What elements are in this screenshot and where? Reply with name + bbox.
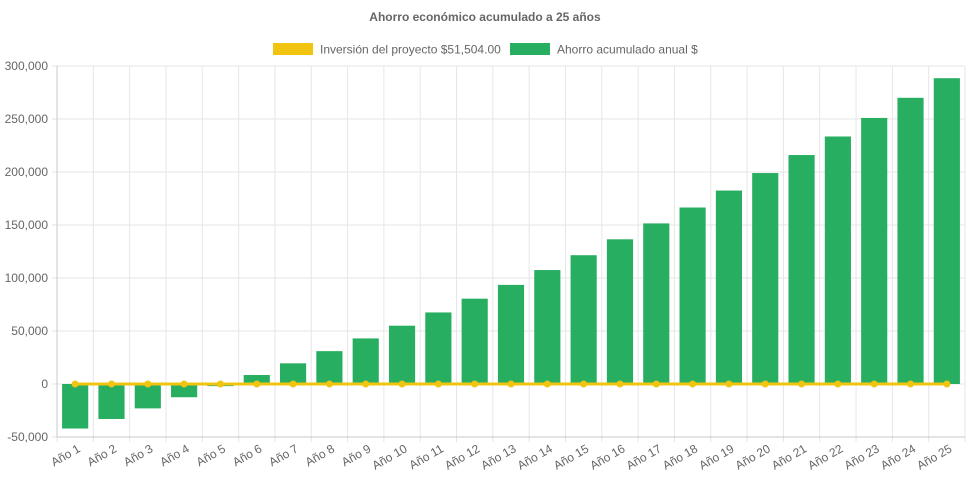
investment-point-8 <box>325 380 333 388</box>
bar-7 <box>280 363 307 384</box>
bar-8 <box>316 351 343 384</box>
x-tick-label: Año 16 <box>588 441 628 472</box>
investment-point-13 <box>507 380 515 388</box>
bar-25 <box>933 78 960 384</box>
x-tick-label: Año 1 <box>49 441 83 469</box>
investment-point-12 <box>471 380 479 388</box>
bar-13 <box>497 284 525 384</box>
bar-20 <box>752 173 779 384</box>
x-tick-label: Año 5 <box>194 441 228 469</box>
x-tick-label: Año 4 <box>157 441 191 469</box>
x-tick-label: Año 7 <box>266 441 300 469</box>
investment-point-1 <box>71 380 79 388</box>
y-tick-label: 150,000 <box>5 218 49 232</box>
legend-label: Inversión del proyecto $51,504.00 <box>320 43 501 57</box>
bar-16 <box>606 239 634 384</box>
investment-point-23 <box>870 380 878 388</box>
bar-3 <box>134 384 161 409</box>
x-tick-label: Año 20 <box>733 441 773 472</box>
bar-9 <box>352 338 379 384</box>
bar-23 <box>861 117 888 384</box>
bar-18 <box>679 207 706 384</box>
bar-12 <box>461 298 488 384</box>
x-tick-label: Año 21 <box>769 441 809 472</box>
investment-point-21 <box>798 380 806 388</box>
investment-point-25 <box>943 380 951 388</box>
legend-swatch <box>273 43 313 55</box>
x-axis: Año 1 Año 2 Año 3 Año 4 Año 5 Año 6 Año 7 Año 8… <box>49 441 955 472</box>
bar-14 <box>534 270 561 384</box>
investment-point-7 <box>289 380 297 388</box>
investment-point-11 <box>434 380 442 388</box>
bar-15 <box>570 255 597 384</box>
bar-6 <box>243 374 270 384</box>
investment-point-2 <box>107 380 115 388</box>
x-tick-label: Año 3 <box>121 441 155 469</box>
legend-label: Ahorro acumulado anual $ <box>557 43 698 57</box>
investment-point-10 <box>398 380 406 388</box>
x-tick-label: Año 13 <box>479 441 519 472</box>
x-tick-label: Año 6 <box>230 441 264 469</box>
bar-24 <box>897 97 924 385</box>
y-tick-label: 200,000 <box>5 165 49 179</box>
investment-point-20 <box>761 380 769 388</box>
bar-11 <box>425 312 452 384</box>
x-tick-label: Año 11 <box>407 441 446 472</box>
bar-19 <box>715 190 742 384</box>
x-tick-label: Año 25 <box>914 441 954 472</box>
y-tick-label: 50,000 <box>11 324 48 338</box>
investment-point-14 <box>543 380 551 388</box>
bar-21 <box>788 155 815 384</box>
x-tick-label: Año 14 <box>515 441 555 472</box>
x-tick-label: Año 12 <box>442 441 482 472</box>
investment-point-17 <box>652 380 660 388</box>
x-tick-label: Año 10 <box>370 441 410 472</box>
bar-10 <box>388 325 416 384</box>
y-tick-label: -50,000 <box>7 430 48 444</box>
y-tick-label: 250,000 <box>5 112 49 126</box>
legend-item-investment: Inversión del proyecto $51,504.00 <box>273 43 501 57</box>
y-axis: -50,000 0 50,000 100,000 150,000 200,000 250,0… <box>5 59 49 444</box>
legend-swatch <box>510 43 550 55</box>
bars <box>62 78 960 429</box>
y-tick-label: 300,000 <box>5 59 49 73</box>
x-tick-label: Año 9 <box>339 441 373 469</box>
bar-4 <box>171 384 198 398</box>
line-series <box>71 380 951 388</box>
y-tick-label: 0 <box>41 377 48 391</box>
y-tick-label: 100,000 <box>5 271 49 285</box>
x-tick-label: Año 19 <box>696 441 736 472</box>
investment-point-5 <box>216 380 224 388</box>
x-tick-label: Año 15 <box>551 441 591 472</box>
investment-point-22 <box>834 380 842 388</box>
legend-item-savings: Ahorro acumulado anual $ <box>510 43 698 57</box>
chart-title: Ahorro económico acumulado a 25 años <box>369 10 601 24</box>
x-tick-label: Año 8 <box>303 441 337 469</box>
bar-17 <box>643 223 670 384</box>
bar-2 <box>98 384 125 419</box>
investment-point-24 <box>907 380 915 388</box>
investment-point-19 <box>725 380 733 388</box>
x-tick-label: Año 17 <box>624 441 664 472</box>
x-tick-label: Año 22 <box>805 441 845 472</box>
investment-point-3 <box>144 380 152 388</box>
grid <box>52 65 966 442</box>
investment-point-9 <box>362 380 370 388</box>
legend: Inversión del proyecto $51,504.00 Ahorro … <box>273 43 698 57</box>
x-tick-label: Año 24 <box>878 441 918 472</box>
bar-1 <box>62 384 89 429</box>
x-tick-label: Año 18 <box>660 441 700 472</box>
bar-22 <box>824 136 851 384</box>
x-tick-label: Año 23 <box>842 441 882 472</box>
investment-point-4 <box>180 380 188 388</box>
x-tick-label: Año 2 <box>85 441 119 469</box>
investment-point-6 <box>253 380 261 388</box>
investment-point-16 <box>616 380 624 388</box>
investment-point-18 <box>689 380 697 388</box>
investment-point-15 <box>580 380 588 388</box>
